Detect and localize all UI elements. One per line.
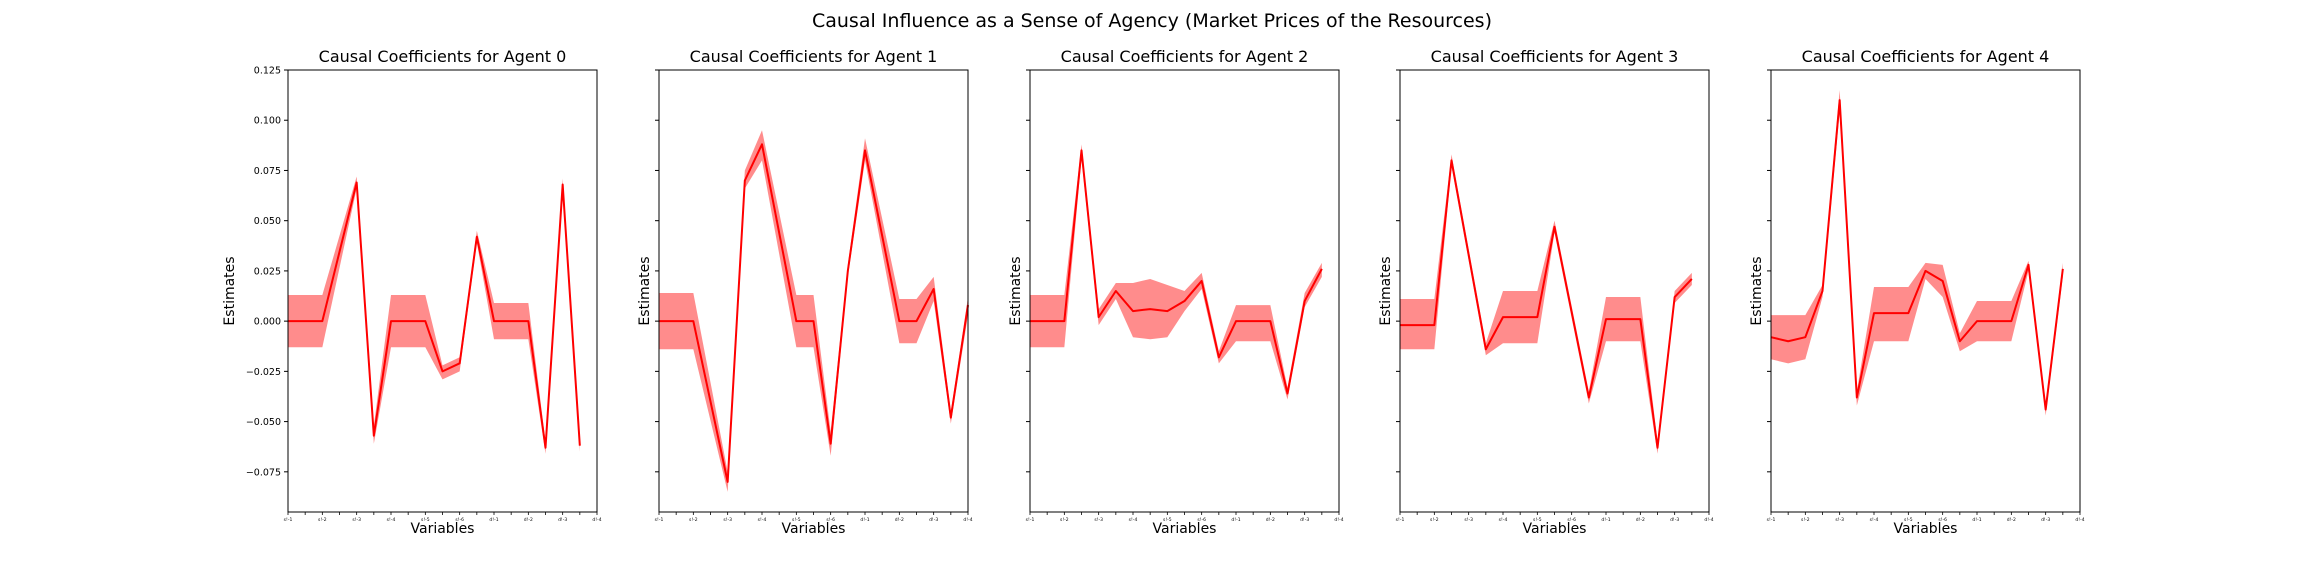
y-axis-label: Estimates — [1749, 256, 1765, 325]
x-tick-label: s!-5 — [1904, 517, 1913, 523]
x-tick-label: s!-2 — [1430, 517, 1439, 523]
x-tick-label: s!-3 — [352, 517, 361, 523]
panel-title: Causal Coefficients for Agent 0 — [319, 47, 567, 66]
x-tick-label: d!-4 — [1334, 517, 1343, 523]
series-line — [1400, 159, 1693, 449]
panel-title: Causal Coefficients for Agent 2 — [1061, 47, 1309, 66]
x-tick-label: s!-4 — [758, 517, 767, 523]
y-axis-label: Estimates — [1008, 256, 1024, 325]
panel-agent-0: Causal Coefficients for Agent 0 −0.075 −0.… — [222, 47, 602, 537]
y-axis-label: Estimates — [222, 256, 238, 325]
y-tick-label: 0.025 — [254, 266, 281, 277]
x-tick-label: s!-6 — [455, 517, 464, 523]
y-axis-label: Estimates — [637, 256, 653, 325]
x-tick-label: d!-1 — [1601, 517, 1610, 523]
x-tick-label: s!-4 — [387, 517, 396, 523]
x-axis-label: Variables — [411, 521, 475, 537]
x-tick-label: s!-5 — [792, 517, 801, 523]
x-tick-label: d!-3 — [1300, 517, 1309, 523]
confidence-band — [288, 176, 580, 454]
x-tick-label: d!-4 — [963, 517, 972, 523]
x-tick-label: d!-4 — [592, 517, 601, 523]
x-tick-label: s!-5 — [1163, 517, 1172, 523]
x-tick-label: s!-6 — [1197, 517, 1206, 523]
axes-frame — [1770, 69, 2081, 513]
y-tick-label: −0.025 — [246, 367, 281, 378]
x-tick-label: s!-3 — [723, 517, 732, 523]
x-tick-label: s!-3 — [1464, 517, 1473, 523]
x-tick-label: s!-4 — [1870, 517, 1879, 523]
y-tick-label: −0.075 — [246, 467, 281, 478]
y-tick-label: −0.050 — [246, 417, 281, 428]
x-axis-label: Variables — [1894, 521, 1958, 537]
panel-agent-2: Causal Coefficients for Agent 2 s!-1 s!-2 s… — [1008, 47, 1344, 537]
x-tick-label: d!-3 — [1670, 517, 1679, 523]
x-tick-label: s!-1 — [655, 517, 664, 523]
x-tick-label: s!-3 — [1835, 517, 1844, 523]
x-tick-label: d!-3 — [2041, 517, 2050, 523]
panels: Causal Coefficients for Agent 0 −0.075 −0.… — [222, 47, 2085, 537]
panel-title: Causal Coefficients for Agent 4 — [1802, 47, 2050, 66]
confidence-band — [1030, 144, 1322, 400]
x-tick-label: s!-6 — [826, 517, 835, 523]
x-tick-label: d!-2 — [524, 517, 533, 523]
x-tick-label: s!-6 — [1938, 517, 1947, 523]
y-tick-label: 0.075 — [254, 166, 281, 177]
x-tick-label: s!-1 — [284, 517, 293, 523]
x-axis-label: Variables — [1153, 521, 1217, 537]
y-tick-label: 0.050 — [254, 216, 281, 227]
x-tick-label: d!-2 — [1636, 517, 1645, 523]
panel-title: Causal Coefficients for Agent 3 — [1431, 47, 1679, 66]
series-line — [288, 181, 581, 449]
x-tick-label: s!-1 — [1026, 517, 1035, 523]
x-tick-label: d!-3 — [558, 517, 567, 523]
x-tick-label: d!-1 — [489, 517, 498, 523]
x-tick-label: d!-1 — [860, 517, 869, 523]
x-tick-label: s!-2 — [1060, 517, 1069, 523]
confidence-band — [659, 130, 968, 492]
series-line — [1030, 149, 1323, 395]
y-tick-label: 0.125 — [254, 66, 281, 77]
x-tick-label: d!-4 — [1704, 517, 1713, 523]
x-tick-label: s!-2 — [318, 517, 327, 523]
x-tick-label: d!-3 — [929, 517, 938, 523]
panel-agent-3: Causal Coefficients for Agent 3 s!-1 s!-2 s… — [1378, 47, 1714, 537]
x-axis-label: Variables — [1523, 521, 1587, 537]
figure-title: Causal Influence as a Sense of Agency (M… — [812, 10, 1492, 32]
x-tick-label: s!-2 — [689, 517, 698, 523]
confidence-band — [1771, 90, 2063, 416]
y-tick-label: 0.000 — [254, 317, 281, 328]
x-tick-label: s!-1 — [1767, 517, 1776, 523]
x-tick-label: s!-6 — [1567, 517, 1576, 523]
x-tick-label: s!-4 — [1129, 517, 1138, 523]
x-tick-label: d!-1 — [1231, 517, 1240, 523]
panel-title: Causal Coefficients for Agent 1 — [690, 47, 938, 66]
panel-agent-4: Causal Coefficients for Agent 4 s!-1 s!-2 s… — [1749, 47, 2085, 537]
y-tick-label: 0.100 — [254, 116, 281, 127]
axes-frame — [1399, 69, 1710, 513]
confidence-band — [1400, 154, 1692, 454]
x-tick-label: s!-5 — [421, 517, 430, 523]
y-axis-label: Estimates — [1378, 256, 1394, 325]
x-tick-label: s!-5 — [1533, 517, 1542, 523]
x-tick-label: d!-2 — [2007, 517, 2016, 523]
x-tick-label: d!-2 — [1266, 517, 1275, 523]
x-tick-label: d!-4 — [2075, 517, 2084, 523]
x-tick-label: d!-1 — [1972, 517, 1981, 523]
x-tick-label: s!-2 — [1801, 517, 1810, 523]
x-tick-label: d!-2 — [895, 517, 904, 523]
x-tick-label: s!-1 — [1396, 517, 1405, 523]
x-tick-label: s!-3 — [1094, 517, 1103, 523]
panel-agent-1: Causal Coefficients for Agent 1 s!-1 s!-2 s… — [637, 47, 973, 537]
axes-frame — [658, 69, 969, 513]
x-axis-label: Variables — [782, 521, 846, 537]
series-line — [1770, 99, 2064, 411]
x-tick-label: s!-4 — [1499, 517, 1508, 523]
series-line — [659, 143, 969, 483]
